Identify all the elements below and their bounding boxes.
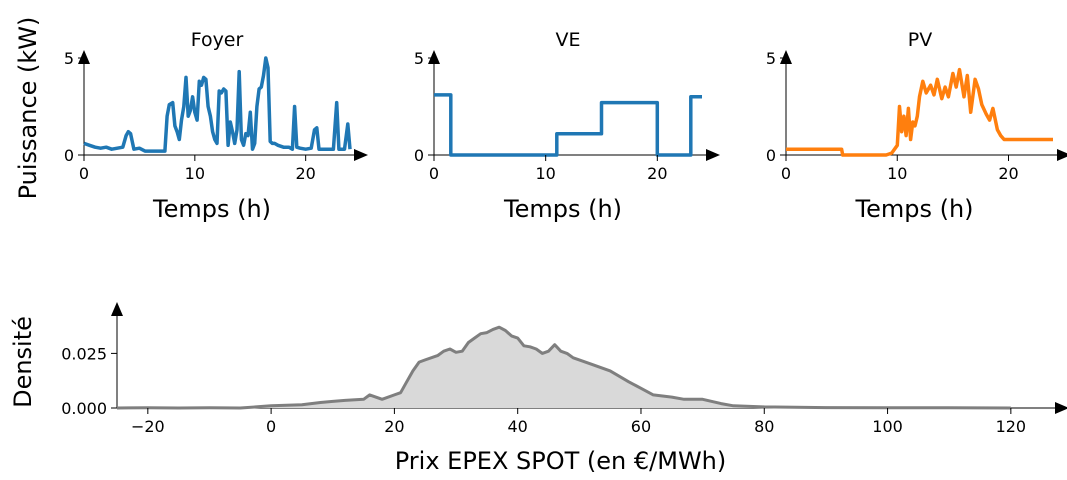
y-axis-arrow xyxy=(428,50,440,64)
density-line xyxy=(116,325,1011,410)
x-axis-label: Temps (h) xyxy=(152,195,271,223)
x-axis-label: Temps (h) xyxy=(854,195,973,223)
y-axis-arrow xyxy=(111,302,123,316)
series-line xyxy=(83,56,352,153)
x-tick-label: 0 xyxy=(266,417,276,436)
y-tick-label: 0 xyxy=(766,146,776,165)
x-tick-label: 100 xyxy=(872,417,903,436)
y-axis-arrow xyxy=(780,50,792,64)
x-axis-arrow xyxy=(354,149,368,161)
y-tick-label: 0 xyxy=(414,146,424,165)
x-tick-label: 0 xyxy=(79,164,89,183)
x-tick-label: 60 xyxy=(631,417,651,436)
x-axis-arrow xyxy=(1057,149,1067,161)
series-line xyxy=(786,67,1053,157)
y-tick-label: 5 xyxy=(766,49,776,68)
y-tick-label: 0.025 xyxy=(61,344,107,363)
y-tick-label: 0.000 xyxy=(61,399,107,418)
x-axis-arrow xyxy=(706,149,720,161)
x-tick-label: 80 xyxy=(754,417,774,436)
x-tick-label: 40 xyxy=(508,417,528,436)
x-tick-label: −20 xyxy=(131,417,165,436)
pv-panel: 0 10 20 0 5 PV Temps (h) xyxy=(766,29,1067,223)
series-line xyxy=(434,93,702,157)
density-area xyxy=(117,327,1011,408)
x-tick-label: 0 xyxy=(429,164,439,183)
x-axis-label: Prix EPEX SPOT (en €/MWh) xyxy=(395,447,727,475)
chart-title: PV xyxy=(908,29,932,51)
y-tick-label: 5 xyxy=(414,49,424,68)
y-axis-label: Puissance (kW) xyxy=(14,17,42,200)
y-axis-label: Densité xyxy=(9,316,37,408)
x-axis-arrow xyxy=(1055,402,1067,414)
y-axis-arrow xyxy=(78,50,90,64)
x-tick-label: 20 xyxy=(295,164,315,183)
foyer-panel: 0 10 20 0 5 Foyer Temps (h) Puissance (kW) xyxy=(14,17,368,223)
x-axis-label: Temps (h) xyxy=(503,195,622,223)
x-tick-label: 120 xyxy=(996,417,1027,436)
x-tick-label: 10 xyxy=(887,164,907,183)
price-density-panel: −20 0 20 40 60 80 100 120 0.000 0.025 Prix EPEX SP… xyxy=(9,302,1067,475)
x-tick-label: 10 xyxy=(185,164,205,183)
x-tick-label: 0 xyxy=(781,164,791,183)
x-tick-label: 10 xyxy=(535,164,555,183)
x-tick-label: 20 xyxy=(998,164,1018,183)
y-tick-label: 5 xyxy=(64,49,74,68)
x-tick-label: 20 xyxy=(384,417,404,436)
ve-panel: 0 10 20 0 5 VE Temps (h) xyxy=(414,29,720,223)
chart-title: Foyer xyxy=(191,29,244,51)
x-tick-label: 20 xyxy=(647,164,667,183)
y-tick-label: 0 xyxy=(64,146,74,165)
chart-title: VE xyxy=(555,29,580,51)
